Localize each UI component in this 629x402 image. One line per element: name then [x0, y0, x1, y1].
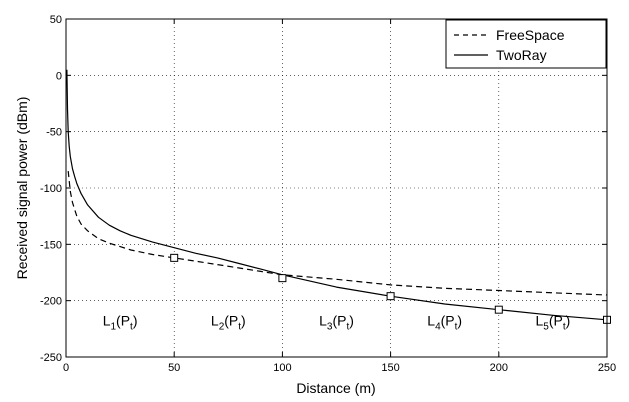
region-label-end: ) [457, 312, 462, 328]
region-label: L3(Pt) [319, 312, 354, 332]
square-marker [494, 305, 503, 314]
square-marker [278, 274, 287, 283]
series-line-freespace [67, 171, 608, 296]
x-tick-label: 200 [490, 362, 508, 374]
grid [66, 19, 607, 357]
region-label-sub1: 2 [219, 321, 225, 332]
region-label: L4(Pt) [427, 312, 462, 332]
region-label-sub2: t [346, 321, 349, 332]
region-label-sub1: 1 [110, 321, 116, 332]
region-label-main: L [427, 312, 435, 328]
region-label-sub2: t [238, 321, 241, 332]
region-label-mid: (P [224, 312, 238, 328]
annotation-group: L1(Pt) L2(Pt) L3(Pt) L4(Pt) L5(Pt) [103, 312, 571, 332]
legend-label-tworay: TwoRay [496, 47, 547, 63]
region-label-sub2: t [130, 321, 133, 332]
x-tick-label: 50 [168, 362, 180, 374]
y-tick-label: -100 [40, 183, 62, 195]
x-tick-label: 100 [273, 362, 291, 374]
y-axis-ticks: 50 0 -50 -100 -150 -200 -250 [40, 14, 607, 364]
region-label: L1(Pt) [103, 312, 138, 332]
y-tick-label: 0 [56, 70, 62, 82]
region-label-sub2: t [455, 321, 458, 332]
region-label-main: L [319, 312, 327, 328]
region-label-main: L [211, 312, 219, 328]
legend: FreeSpace TwoRay [445, 19, 607, 69]
y-tick-label: -250 [40, 352, 62, 364]
y-tick-label: -200 [40, 296, 62, 308]
y-tick-label: 50 [50, 14, 62, 26]
y-axis-label: Received signal power (dBm) [14, 97, 30, 280]
y-tick-label: -150 [40, 239, 62, 251]
x-axis-label: Distance (m) [296, 380, 375, 396]
region-label-mid: (P [332, 312, 346, 328]
legend-box [445, 19, 607, 69]
y-tick-label: -50 [46, 127, 62, 139]
square-marker [170, 253, 179, 262]
x-axis-ticks: 0 50 100 150 200 250 [63, 19, 616, 374]
x-tick-label: 150 [381, 362, 399, 374]
x-tick-label: 250 [598, 362, 616, 374]
region-label-end: ) [349, 312, 354, 328]
region-label-end: ) [241, 312, 246, 328]
x-tick-label: 0 [63, 362, 69, 374]
square-marker [386, 292, 395, 301]
region-label-main: L [103, 312, 111, 328]
legend-label-freespace: FreeSpace [496, 27, 565, 43]
region-label-mid: (P [116, 312, 130, 328]
plot-background [66, 19, 607, 357]
region-label-sub1: 5 [543, 321, 549, 332]
series-line-tworay [66, 69, 608, 321]
region-label-sub1: 4 [435, 321, 441, 332]
region-label: L2(Pt) [211, 312, 246, 332]
region-label-sub2: t [563, 321, 566, 332]
region-label-sub1: 3 [327, 321, 333, 332]
region-label-mid: (P [441, 312, 455, 328]
region-label-main: L [535, 312, 543, 328]
region-label-mid: (P [549, 312, 563, 328]
plot-frame [65, 18, 608, 358]
region-label-end: ) [566, 312, 571, 328]
series-group [66, 69, 608, 321]
region-label: L5(Pt) [535, 312, 570, 332]
region-label-end: ) [133, 312, 138, 328]
